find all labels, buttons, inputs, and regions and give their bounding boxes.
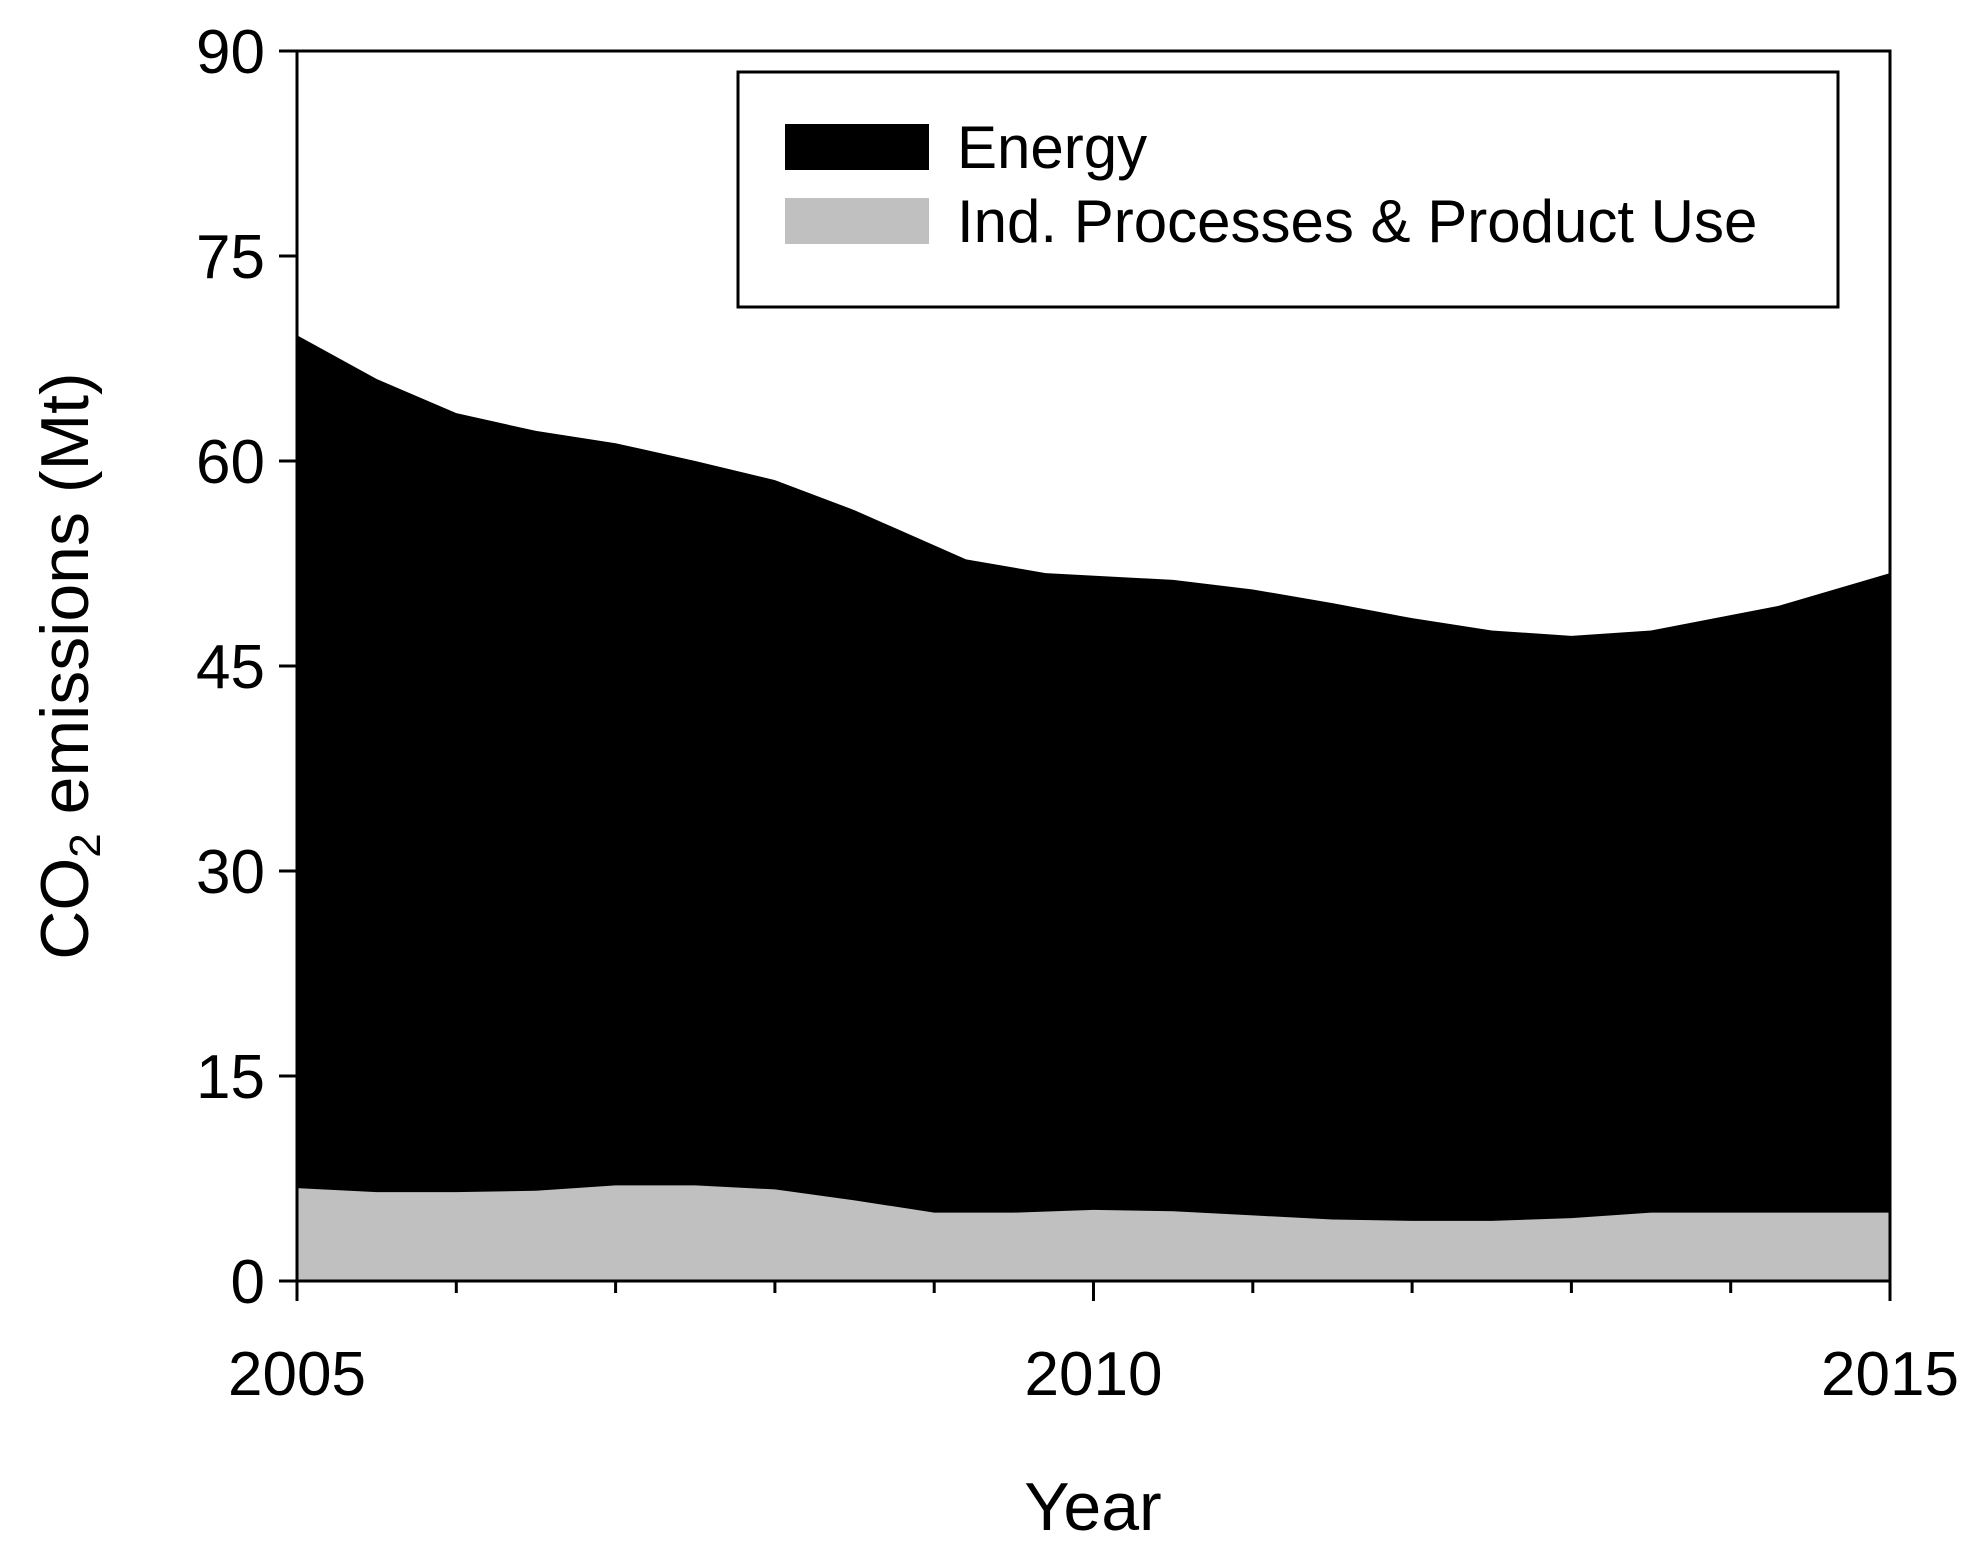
legend-label-ippu: Ind. Processes & Product Use <box>957 188 1757 255</box>
legend-box <box>736 70 1840 309</box>
x-tick-label: 2015 <box>1821 1340 1959 1409</box>
y-tick-label: 90 <box>196 18 265 87</box>
legend-swatch-energy <box>785 124 929 170</box>
series-area-ippu <box>297 1185 1890 1281</box>
legend: Energy Ind. Processes & Product Use <box>736 70 1840 309</box>
y-axis-title: CO2 emissions (Mt) <box>27 372 110 959</box>
series-area-energy <box>297 335 1890 1281</box>
y-tick-label: 45 <box>196 633 265 702</box>
y-axis-title-main: CO <box>27 858 103 960</box>
legend-label-energy: Energy <box>957 114 1147 181</box>
legend-swatch-ippu <box>785 198 929 244</box>
y-tick-label: 75 <box>196 223 265 292</box>
y-axis-title-subscript: 2 <box>61 833 110 857</box>
y-axis: 0 15 30 45 60 75 90 <box>196 18 297 1317</box>
x-axis: 2005 2010 2015 <box>228 1281 1959 1409</box>
y-tick-label: 15 <box>196 1043 265 1112</box>
y-tick-label: 0 <box>231 1248 265 1317</box>
plot-areas <box>297 335 1890 1281</box>
x-axis-title: Year <box>1024 1469 1161 1545</box>
x-tick-label: 2005 <box>228 1340 366 1409</box>
y-tick-label: 60 <box>196 428 265 497</box>
y-axis-title-rest: emissions (Mt) <box>27 372 103 833</box>
y-tick-label: 30 <box>196 838 265 907</box>
x-tick-label: 2010 <box>1025 1340 1163 1409</box>
